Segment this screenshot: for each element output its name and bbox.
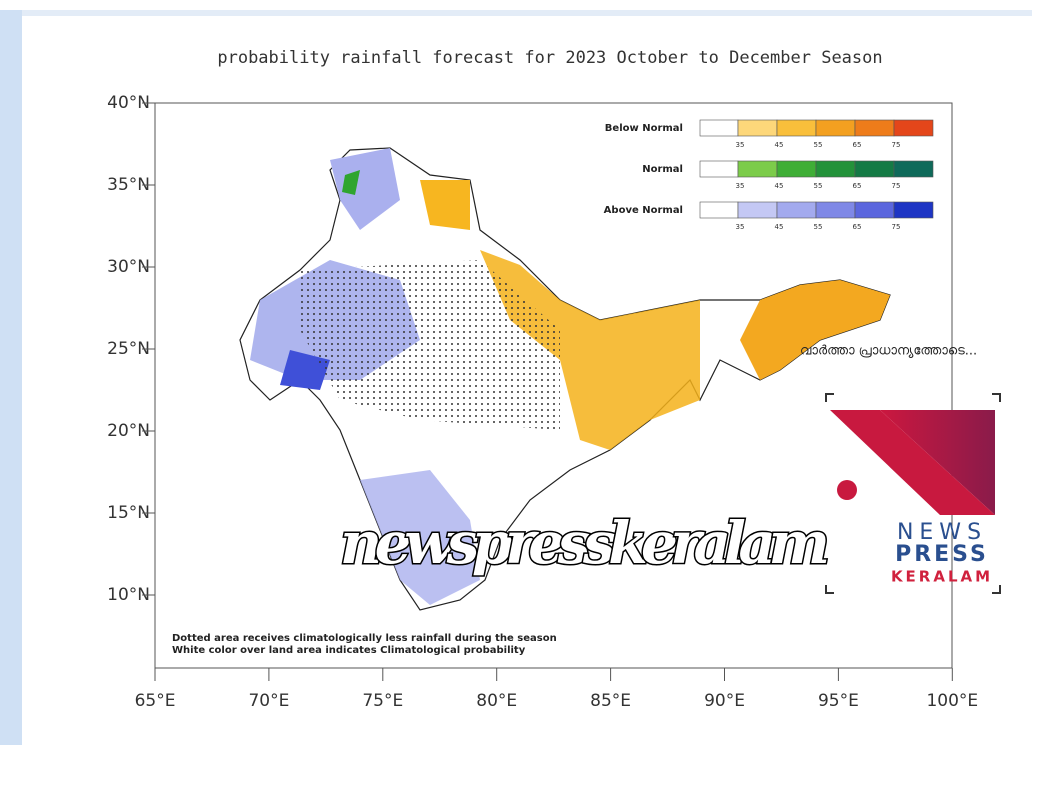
legend-tick: 75 [892, 182, 901, 190]
india-map [239, 147, 891, 611]
top-strip [22, 10, 1032, 16]
legend-swatch [815, 201, 856, 219]
legend-swatch [737, 119, 778, 137]
logo-text: PRESS [895, 542, 989, 567]
legend-swatch [699, 160, 739, 178]
legend-label: Below Normal [605, 123, 683, 134]
legend-tick: 35 [736, 141, 745, 149]
lon-label: 65°E [135, 691, 176, 711]
legend-tick: 75 [892, 223, 901, 231]
logo-text: KERALAM [891, 568, 993, 586]
legend-swatch [893, 160, 934, 178]
legend-tick: 65 [853, 182, 862, 190]
legend-swatch [815, 160, 856, 178]
lon-label: 95°E [818, 691, 859, 711]
legend-label: Above Normal [604, 205, 683, 216]
lat-label: 10°N [107, 585, 150, 605]
logo-text: NEWS [897, 520, 987, 545]
logo [825, 393, 1001, 594]
above-normal-region [360, 470, 480, 605]
legend-tick: 45 [775, 141, 784, 149]
normal-region [342, 170, 360, 195]
lon-label: 75°E [362, 691, 403, 711]
legend-tick: 35 [736, 182, 745, 190]
legend-swatch [776, 160, 817, 178]
legend-swatch [737, 160, 778, 178]
legend-swatch [776, 201, 817, 219]
above-normal-region [330, 148, 400, 230]
legend-tick: 35 [736, 223, 745, 231]
legend-tick: 65 [853, 223, 862, 231]
below-normal-region [480, 250, 700, 450]
lat-label: 15°N [107, 503, 150, 523]
legend-swatch [893, 119, 934, 137]
legend-swatch [893, 201, 934, 219]
legend-tick: 55 [814, 182, 823, 190]
map-note: Dotted area receives climatologically le… [172, 633, 557, 644]
below-normal-region [420, 180, 470, 230]
map-title: probability rainfall forecast for 2023 O… [217, 48, 882, 68]
lon-label: 100°E [926, 691, 978, 711]
legend-label: Normal [642, 164, 683, 175]
below-normal-region [740, 280, 890, 380]
legend-tick: 55 [814, 141, 823, 149]
plot-frame [154, 102, 953, 669]
legend-swatch [699, 119, 739, 137]
legend-swatch [815, 119, 856, 137]
lon-label: 70°E [248, 691, 289, 711]
left-strip [0, 10, 22, 745]
lat-label: 20°N [107, 421, 150, 441]
lat-label: 30°N [107, 257, 150, 277]
legend-swatch [854, 160, 895, 178]
legend-swatch [776, 119, 817, 137]
lat-label: 35°N [107, 175, 150, 195]
legend-tick: 45 [775, 182, 784, 190]
lat-label: 25°N [107, 339, 150, 359]
legend-tick: 45 [775, 223, 784, 231]
legend-swatch [854, 201, 895, 219]
lat-label: 40°N [107, 93, 150, 113]
legend-tick: 75 [892, 141, 901, 149]
lon-label: 85°E [590, 691, 631, 711]
map-note: White color over land area indicates Cli… [172, 645, 526, 656]
legend-swatch [737, 201, 778, 219]
lon-label: 90°E [704, 691, 745, 711]
tagline: വാർത്താ പ്രാധാന്യത്തോടെ... [800, 344, 977, 359]
legend-tick: 55 [814, 223, 823, 231]
lon-label: 80°E [476, 691, 517, 711]
legend-swatch [699, 201, 739, 219]
legend-swatch [854, 119, 895, 137]
watermark-text: newspresskeralam [340, 509, 830, 577]
dotted-region [300, 260, 560, 430]
legend-tick: 65 [853, 141, 862, 149]
